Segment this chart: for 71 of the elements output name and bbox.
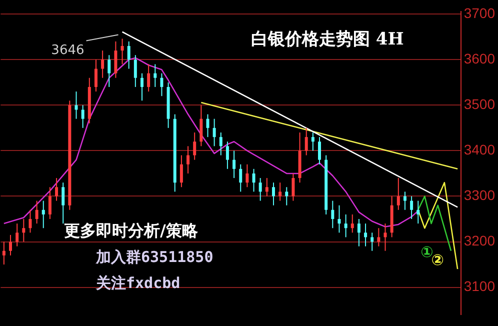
candlestick <box>364 223 368 247</box>
candlestick <box>108 54 111 88</box>
candlestick <box>258 178 262 202</box>
annotation: 关注fxdcbd <box>95 274 180 292</box>
candlestick <box>246 164 249 188</box>
candlestick <box>292 172 295 202</box>
candlestick <box>396 178 400 210</box>
candlestick <box>9 234 12 256</box>
candlestick <box>350 214 354 234</box>
candlestick <box>370 232 374 252</box>
candlestick <box>74 91 78 120</box>
candlestick <box>357 218 360 247</box>
text: 白银价格走势图 4H <box>250 29 404 50</box>
candlestick <box>377 228 380 247</box>
candlestick <box>42 200 45 229</box>
candlestick <box>272 182 275 206</box>
candlestick <box>219 132 222 156</box>
candlestick <box>62 182 65 224</box>
candlestick <box>304 127 308 156</box>
candlestick <box>48 186 52 220</box>
candlestick <box>285 186 288 206</box>
candlestick <box>35 200 38 224</box>
candlestick <box>232 150 236 179</box>
y-tick-label: 3500 <box>464 96 496 112</box>
candlestick <box>147 64 150 92</box>
candlestick <box>338 204 341 234</box>
candlestick <box>186 146 190 174</box>
candlestick <box>265 178 268 197</box>
candlestick <box>16 223 19 247</box>
candlestick <box>114 40 118 78</box>
candlestick <box>239 164 242 192</box>
candlestick <box>160 72 164 97</box>
candlestick <box>403 191 406 210</box>
candlestick <box>318 136 322 165</box>
candlestick <box>94 59 98 92</box>
candlestick <box>200 104 203 147</box>
candlestick <box>416 200 420 224</box>
y-tick-label: 3600 <box>464 50 496 67</box>
annotation: 3646 <box>51 43 84 58</box>
candlestick <box>206 114 210 138</box>
y-tick-label: 3400 <box>464 142 496 158</box>
candlestick <box>226 141 229 170</box>
candlestick <box>410 196 414 220</box>
series-label: ① <box>420 242 434 261</box>
series-label: ② <box>431 250 444 269</box>
y-tick-label: 3300 <box>464 187 496 204</box>
candlestick <box>311 132 314 152</box>
candlestick <box>384 223 387 252</box>
y-tick-label: 3700 <box>464 4 496 21</box>
candlestick <box>154 64 157 88</box>
candlestick <box>278 182 282 202</box>
annotation: 加入群63511850 <box>95 248 214 266</box>
candlestick <box>101 50 104 78</box>
candlestick <box>212 118 216 147</box>
candlestick <box>120 38 124 65</box>
candlestick <box>134 54 137 88</box>
candlestick <box>344 214 348 238</box>
candlestick <box>22 218 26 242</box>
candlestick <box>193 132 196 160</box>
y-tick-label: 3200 <box>464 232 496 249</box>
candlestick <box>28 209 32 234</box>
candlestick <box>81 104 84 128</box>
candlestick <box>140 72 144 102</box>
candlestick <box>127 40 130 70</box>
candlestick <box>180 154 183 188</box>
annotation: 更多即时分析/策略 <box>64 221 199 240</box>
candlestick <box>2 241 6 266</box>
candlestick <box>252 168 256 192</box>
candlestick <box>331 200 334 229</box>
candlestick <box>55 178 58 202</box>
y-tick-label: 3100 <box>464 278 496 294</box>
